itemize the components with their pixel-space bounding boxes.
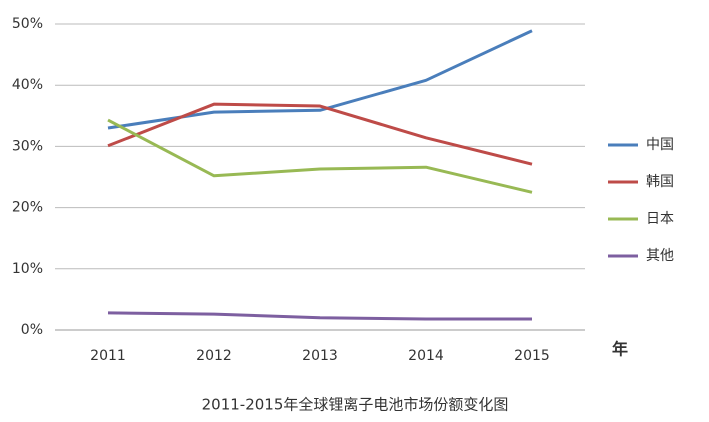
legend-label: 日本 [646,211,674,227]
x-tick-label: 2015 [514,348,550,364]
series-line [107,311,532,321]
y-tick-label: 40% [12,77,43,93]
series-line [107,29,533,130]
x-tick-label: 2013 [302,348,338,364]
legend-label: 其他 [646,248,674,264]
x-axis-label: 年 [612,340,628,359]
y-tick-label: 10% [12,261,43,277]
x-tick-label: 2012 [196,348,232,364]
series-line [107,118,533,194]
x-tick-label: 2014 [408,348,444,364]
y-tick-label: 0% [21,322,43,338]
series-line [107,102,533,166]
y-tick-label: 20% [12,200,43,216]
chart-title: 2011-2015年全球锂离子电池市场份额变化图 [202,396,509,414]
legend-label: 中国 [646,137,674,153]
x-tick-label: 2011 [90,348,126,364]
legend-label: 韩国 [646,174,674,190]
y-tick-label: 50% [12,16,43,32]
y-tick-label: 30% [12,138,43,154]
